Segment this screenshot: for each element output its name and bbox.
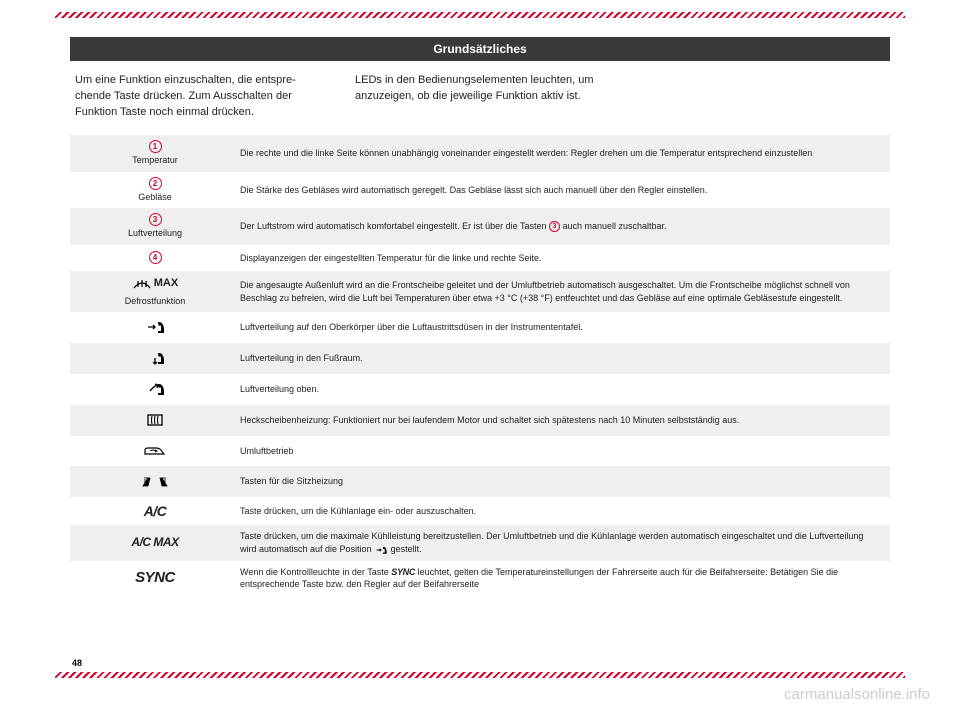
row-temperatur: 1 Temperatur Die rechte und die linke Se… xyxy=(70,135,890,172)
border-bottom xyxy=(55,672,905,678)
desc-pre: Taste drücken, um die maximale Kühlleist… xyxy=(240,531,863,554)
cell-icon: 2 Gebläse xyxy=(70,177,240,204)
watermark: carmanualsonline.info xyxy=(784,686,930,703)
desc-post: auch manuell zuschaltbar. xyxy=(560,221,667,231)
function-table: 1 Temperatur Die rechte und die linke Se… xyxy=(70,135,890,596)
icon-label: Defrostfunktion xyxy=(78,296,232,308)
cell-icon: A/C MAX xyxy=(70,535,240,551)
row-rear-defrost: Heckscheibenheizung: Funktioniert nur be… xyxy=(70,405,890,436)
cell-desc: Heckscheibenheizung: Funktioniert nur be… xyxy=(240,414,890,427)
cell-icon xyxy=(70,471,240,492)
row-recirculate: Umluftbetrieb xyxy=(70,436,890,467)
cell-icon: 1 Temperatur xyxy=(70,140,240,167)
icon-label: Temperatur xyxy=(78,155,232,167)
border-top xyxy=(55,12,905,18)
row-seat-heat: Tasten für die Sitzheizung xyxy=(70,466,890,497)
seat-heat-icon xyxy=(140,471,170,492)
sync-icon: SYNC xyxy=(135,569,175,586)
air-upper-inline-icon xyxy=(374,545,388,555)
cell-desc: Tasten für die Sitzheizung xyxy=(240,475,890,488)
row-ac: A/C Taste drücken, um die Kühlanlage ein… xyxy=(70,497,890,525)
number-circle-2: 2 xyxy=(149,177,162,190)
cell-desc: Umluftbetrieb xyxy=(240,445,890,458)
row-luftverteilung: 3 Luftverteilung Der Luftstrom wird auto… xyxy=(70,208,890,245)
air-upper-icon xyxy=(144,317,166,338)
desc-pre: Wenn die Kontrollleuchte in der Taste xyxy=(240,567,391,577)
cell-icon: A/C xyxy=(70,502,240,520)
row-air-top: Luftverteilung oben. xyxy=(70,374,890,405)
ac-icon: A/C xyxy=(144,503,167,519)
row-defrost: MAX Defrostfunktion Die angesaugte Außen… xyxy=(70,271,890,313)
page-frame: Grundsätzliches Um eine Funktion einzusc… xyxy=(55,12,905,678)
row-geblaese: 2 Gebläse Die Stärke des Gebläses wird a… xyxy=(70,172,890,209)
intro-col-1: Um eine Funktion einzuschalten, die ents… xyxy=(75,73,325,121)
number-circle-1: 1 xyxy=(149,140,162,153)
icon-label: Luftverteilung xyxy=(78,228,232,240)
intro-text: Um eine Funktion einzuschalten, die ents… xyxy=(70,73,890,121)
cell-desc: Taste drücken, um die Kühlanlage ein- od… xyxy=(240,505,890,518)
row-sync: SYNC Wenn die Kontrollleuchte in der Tas… xyxy=(70,561,890,596)
air-foot-icon xyxy=(144,348,166,369)
cell-desc: Die Stärke des Gebläses wird automatisch… xyxy=(240,184,890,197)
number-circle-3: 3 xyxy=(149,213,162,226)
defrost-max-icon: MAX xyxy=(132,276,178,290)
ac-max-icon: A/C MAX xyxy=(131,535,178,549)
intro-col-3 xyxy=(635,73,885,121)
recirculate-icon xyxy=(142,441,168,462)
sync-inline: SYNC xyxy=(391,567,415,577)
section-header: Grundsätzliches xyxy=(70,37,890,61)
cell-icon xyxy=(70,348,240,369)
cell-icon xyxy=(70,410,240,431)
cell-icon xyxy=(70,379,240,400)
desc-post: gestellt. xyxy=(391,544,422,554)
page-content: Grundsätzliches Um eine Funktion einzusc… xyxy=(70,37,890,653)
cell-desc: Die angesaugte Außenluft wird an die Fro… xyxy=(240,279,890,304)
cell-desc: Luftverteilung oben. xyxy=(240,383,890,396)
cell-desc: Displayanzeigen der eingestellten Temper… xyxy=(240,252,890,265)
row-air-upper: Luftverteilung auf den Oberkörper über d… xyxy=(70,312,890,343)
row-ac-max: A/C MAX Taste drücken, um die maximale K… xyxy=(70,525,890,560)
cell-icon xyxy=(70,317,240,338)
cell-desc: Der Luftstrom wird automatisch komfortab… xyxy=(240,220,890,233)
page-number: 48 xyxy=(72,658,82,668)
cell-icon: MAX Defrostfunktion xyxy=(70,276,240,308)
intro-col-2: LEDs in den Bedienungselementen leuchten… xyxy=(355,73,605,121)
cell-icon xyxy=(70,441,240,462)
desc-pre: Der Luftstrom wird automatisch komfortab… xyxy=(240,221,549,231)
row-air-foot: Luftverteilung in den Fußraum. xyxy=(70,343,890,374)
rear-defrost-icon xyxy=(144,410,166,431)
cell-icon: SYNC xyxy=(70,568,240,588)
cell-desc: Taste drücken, um die maximale Kühlleist… xyxy=(240,530,890,555)
row-display: 4 Displayanzeigen der eingestellten Temp… xyxy=(70,245,890,271)
cell-icon: 3 Luftverteilung xyxy=(70,213,240,240)
cell-icon: 4 xyxy=(70,251,240,264)
inline-circle-3: 3 xyxy=(549,221,560,232)
cell-desc: Die rechte und die linke Seite können un… xyxy=(240,147,890,160)
cell-desc: Luftverteilung in den Fußraum. xyxy=(240,352,890,365)
cell-desc: Wenn die Kontrollleuchte in der Taste SY… xyxy=(240,566,890,591)
number-circle-4: 4 xyxy=(149,251,162,264)
cell-desc: Luftverteilung auf den Oberkörper über d… xyxy=(240,321,890,334)
air-top-icon xyxy=(144,379,166,400)
icon-label: Gebläse xyxy=(78,192,232,204)
